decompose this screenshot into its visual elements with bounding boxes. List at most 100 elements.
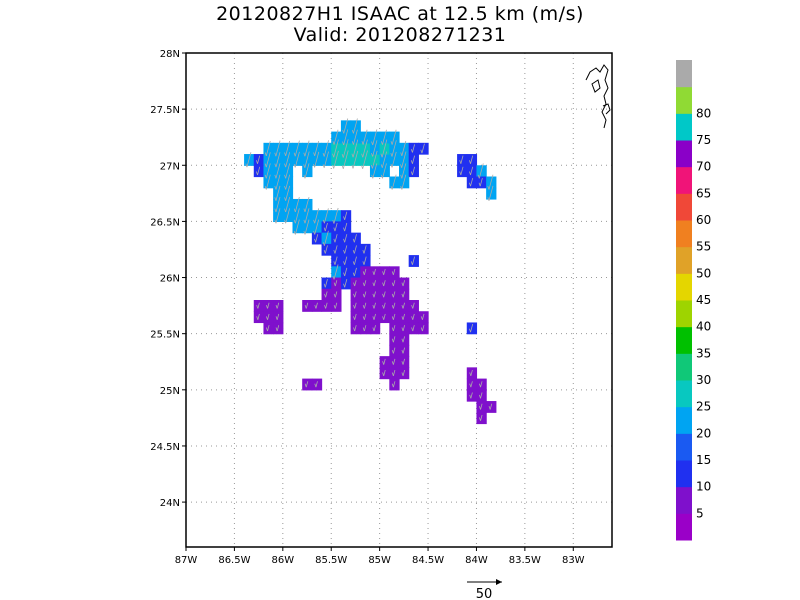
wind-vector (373, 325, 376, 332)
lat-tick-label: 24N (160, 498, 180, 509)
colorbar-label: 40 (696, 320, 711, 334)
wind-vector (276, 313, 280, 320)
wind-vector (354, 313, 357, 320)
wind-vector (460, 155, 464, 164)
wind-vector-head (380, 141, 383, 145)
wind-vector (275, 174, 281, 190)
wind-vector (294, 140, 300, 157)
wind-vector-head (390, 186, 393, 190)
colorbar-swatch (676, 220, 692, 248)
wind-vector-head (372, 327, 375, 332)
wind-vector (304, 219, 310, 235)
wind-vector-head (351, 129, 354, 134)
wind-vector (344, 256, 348, 265)
wind-vector-head (372, 293, 375, 298)
wind-vector-head (322, 164, 325, 168)
wind-vector-head (468, 182, 471, 187)
wind-vector-head (400, 164, 403, 168)
wind-vector-head (352, 272, 355, 277)
wind-vector (342, 139, 349, 158)
wind-vector (325, 302, 328, 309)
wind-vector (401, 140, 407, 156)
lat-tick-label: 27.5N (150, 105, 180, 116)
wind-vector-head (313, 152, 316, 156)
colorbar-label: 80 (696, 106, 711, 120)
wind-vector-head (371, 153, 374, 157)
wind-vector (479, 177, 483, 187)
wind-vector-head (469, 383, 472, 388)
wind-vector-head (410, 148, 413, 153)
wind-vector-head (380, 174, 383, 179)
wind-vector (257, 302, 260, 309)
wind-vector-head (401, 327, 404, 332)
wind-vector-head (401, 316, 404, 320)
wind-vector-head (459, 171, 462, 176)
wind-vector-head (304, 383, 307, 388)
wind-vector-head (303, 152, 306, 157)
colorbar-swatch (676, 60, 692, 88)
wind-vector-head (391, 327, 394, 332)
wind-vector (344, 278, 348, 288)
wind-speed-cells (244, 120, 497, 425)
wind-vector (353, 245, 357, 254)
wind-vector-head (256, 316, 259, 320)
wind-vector-head (478, 383, 481, 388)
wind-vector (383, 291, 386, 298)
wind-vector (373, 313, 376, 320)
wind-vector-head (362, 261, 365, 265)
wind-vector (334, 280, 338, 287)
wind-vector-head (264, 152, 267, 156)
colorbar-swatch (676, 86, 692, 114)
wind-vector-head (353, 304, 356, 309)
wind-vector (285, 208, 291, 224)
wind-vector (354, 280, 357, 287)
wind-vector (373, 291, 376, 298)
lat-tick-label: 26N (160, 274, 180, 285)
wind-vector (372, 129, 378, 146)
wind-vector (333, 207, 339, 224)
wind-vector-head (391, 271, 394, 275)
wind-vector-head (477, 174, 480, 179)
wind-vector (412, 302, 415, 309)
colorbar-swatch (676, 513, 692, 541)
wind-vector (480, 381, 483, 388)
wind-vector-head (411, 316, 414, 320)
wind-vector (246, 152, 252, 168)
lon-tick-label: 84.5W (412, 555, 444, 566)
wind-vector (285, 163, 291, 179)
wind-vector-head (401, 372, 404, 377)
wind-vector (314, 140, 320, 156)
wind-vector (391, 129, 397, 145)
wind-vector-head (303, 230, 306, 235)
wind-vector (383, 313, 386, 320)
wind-vector-head (333, 261, 336, 265)
wind-vector-head (322, 219, 325, 224)
wind-vector (401, 163, 407, 179)
wind-vector-head (380, 164, 383, 168)
wind-vector (324, 208, 329, 224)
map-valid-time: Valid: 201208271231 (293, 24, 507, 46)
colorbar-swatch (676, 353, 692, 381)
lat-tick-label: 24.5N (150, 442, 180, 453)
wind-vector-head (333, 293, 336, 298)
wind-vector (276, 325, 280, 332)
wind-vector-head (341, 154, 344, 158)
colorbar-swatch (676, 486, 692, 514)
colorbar-label: 65 (696, 186, 711, 200)
colorbar-label: 20 (696, 426, 711, 440)
wind-vector-head (361, 141, 364, 145)
wind-vector (402, 325, 406, 332)
wind-vector-head (293, 208, 296, 213)
wind-vector (314, 219, 320, 235)
wind-vector-head (382, 361, 385, 365)
wind-vector-head (372, 282, 375, 287)
wind-vector-head (420, 327, 423, 332)
wind-vector-head (303, 174, 306, 179)
wind-vector-head (410, 261, 413, 265)
wind-vector-head (333, 238, 336, 243)
map-frame (185, 52, 613, 548)
wind-vector (305, 302, 309, 309)
wind-vector-head (468, 171, 471, 176)
wind-vector (257, 313, 260, 320)
